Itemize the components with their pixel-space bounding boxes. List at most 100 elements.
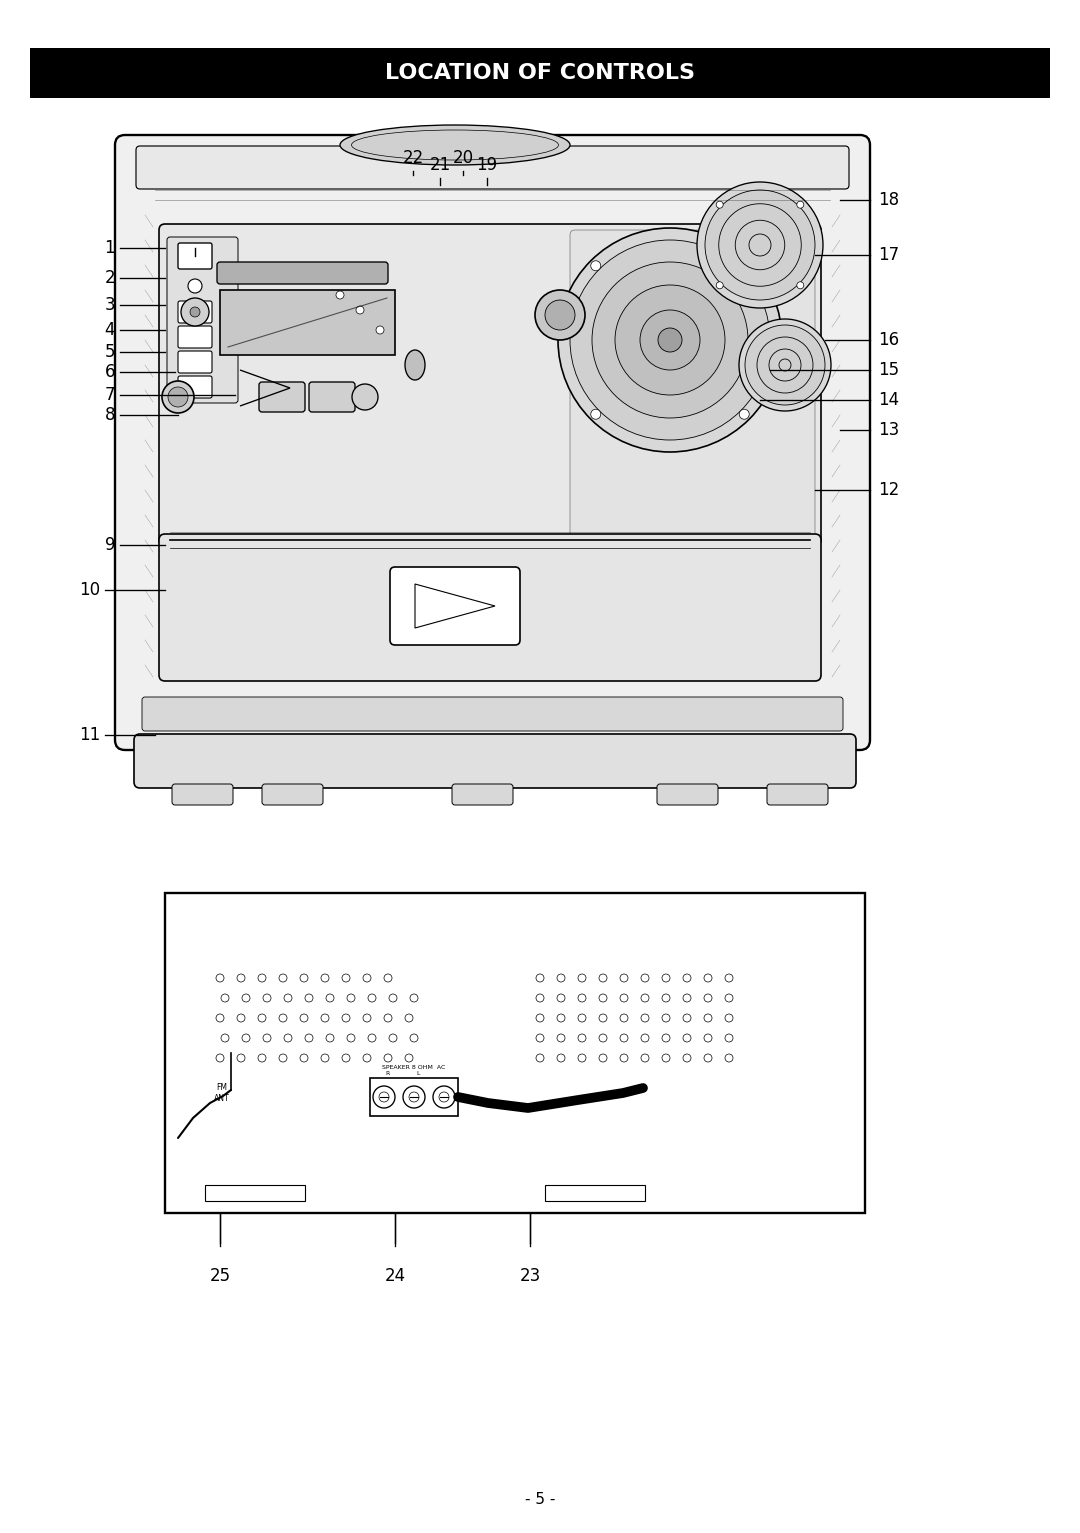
Circle shape [342,973,350,983]
Circle shape [599,973,607,983]
Text: 16: 16 [878,331,900,350]
Text: 20: 20 [453,149,473,167]
Circle shape [739,319,831,411]
Circle shape [258,1055,266,1062]
Circle shape [536,1055,544,1062]
Text: 3: 3 [105,296,114,314]
Circle shape [305,1033,313,1042]
Bar [545,1185,645,1200]
Circle shape [181,297,210,327]
Circle shape [258,1013,266,1023]
Circle shape [797,201,804,208]
Circle shape [221,993,229,1003]
Circle shape [683,973,691,983]
Bar [220,290,395,356]
Text: 23: 23 [519,1266,541,1285]
Circle shape [237,973,245,983]
FancyBboxPatch shape [159,533,821,681]
FancyBboxPatch shape [178,376,212,399]
Circle shape [405,1055,413,1062]
Circle shape [536,993,544,1003]
Circle shape [242,1033,249,1042]
Circle shape [221,1033,229,1042]
Circle shape [363,973,372,983]
FancyBboxPatch shape [114,135,870,750]
Circle shape [570,241,770,440]
Circle shape [642,993,649,1003]
Circle shape [162,382,194,412]
Circle shape [642,1013,649,1023]
Text: 14: 14 [878,391,900,409]
Circle shape [368,993,376,1003]
Circle shape [536,1013,544,1023]
Circle shape [599,1055,607,1062]
Text: 7: 7 [105,386,114,405]
Circle shape [342,1055,350,1062]
Circle shape [642,1033,649,1042]
Circle shape [557,1055,565,1062]
Circle shape [620,1033,627,1042]
Circle shape [321,1013,329,1023]
Circle shape [326,1033,334,1042]
Circle shape [410,1033,418,1042]
Circle shape [725,993,733,1003]
Circle shape [352,383,378,409]
Circle shape [704,993,712,1003]
Circle shape [363,1055,372,1062]
Ellipse shape [340,126,570,166]
Circle shape [305,993,313,1003]
Circle shape [620,993,627,1003]
Circle shape [745,325,825,405]
Circle shape [662,1055,670,1062]
Circle shape [438,1091,449,1102]
Circle shape [545,300,575,330]
Circle shape [662,973,670,983]
Text: SPEAKER 8 OHM  AC: SPEAKER 8 OHM AC [382,1065,446,1070]
Circle shape [326,993,334,1003]
Circle shape [342,1013,350,1023]
Bar [30,48,1050,98]
Circle shape [725,973,733,983]
Text: 2: 2 [105,268,114,287]
Circle shape [279,973,287,983]
Circle shape [557,1013,565,1023]
Circle shape [237,1013,245,1023]
Circle shape [536,973,544,983]
FancyBboxPatch shape [309,382,355,412]
Circle shape [599,993,607,1003]
Circle shape [300,1013,308,1023]
Circle shape [168,386,188,406]
Circle shape [216,1013,224,1023]
Circle shape [284,993,292,1003]
Circle shape [739,261,750,271]
Text: 15: 15 [878,360,900,379]
Circle shape [683,993,691,1003]
Circle shape [658,328,681,353]
FancyBboxPatch shape [767,783,828,805]
Circle shape [757,337,813,392]
FancyBboxPatch shape [178,351,212,373]
Circle shape [321,1055,329,1062]
Text: 4: 4 [105,320,114,339]
Circle shape [719,204,801,287]
Circle shape [769,350,801,382]
Circle shape [216,973,224,983]
Circle shape [592,262,748,419]
Circle shape [578,1033,586,1042]
Circle shape [242,993,249,1003]
Circle shape [591,261,600,271]
Circle shape [591,409,600,419]
Circle shape [190,307,200,317]
Ellipse shape [405,350,426,380]
Circle shape [620,1013,627,1023]
FancyBboxPatch shape [657,783,718,805]
Circle shape [662,1033,670,1042]
Text: FM
ANT: FM ANT [214,1082,230,1104]
FancyBboxPatch shape [141,698,843,731]
FancyBboxPatch shape [134,734,856,788]
Polygon shape [415,584,495,629]
Circle shape [735,221,785,270]
Circle shape [389,1033,397,1042]
Text: - 5 -: - 5 - [525,1493,555,1507]
Circle shape [368,1033,376,1042]
